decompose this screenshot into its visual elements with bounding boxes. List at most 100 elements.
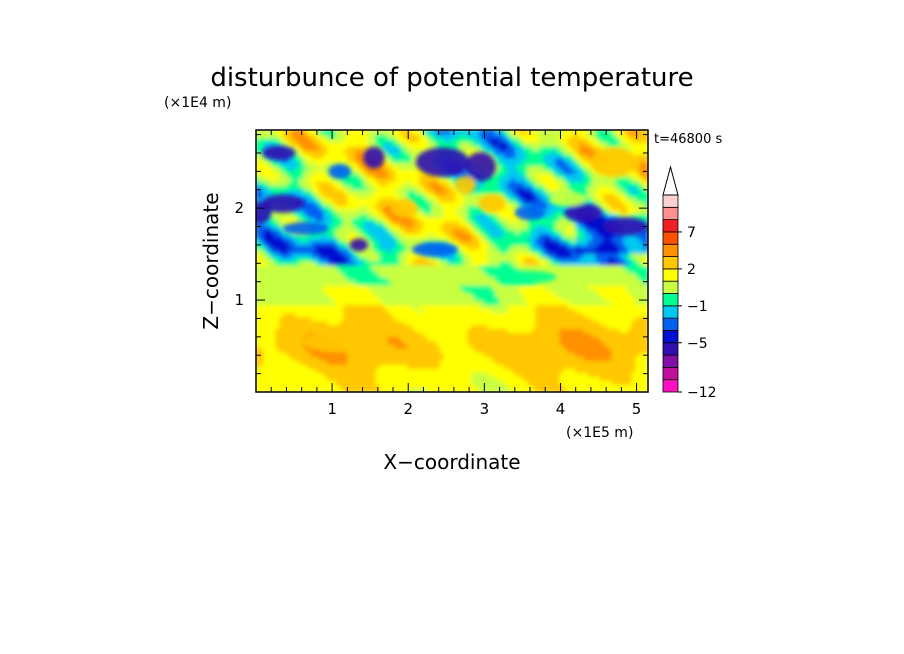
field-cell [547,268,553,274]
field-cell [399,228,405,234]
field-cell [399,188,405,195]
field-cell [547,212,553,218]
field-cell [407,339,413,345]
field-cell [419,196,425,203]
field-cell [259,387,265,392]
field-cell [515,228,521,234]
field-cell [311,315,317,322]
field-cell [463,355,469,361]
field-cell [511,300,517,306]
field-cell [339,149,345,155]
field-cell [535,188,541,195]
field-cell [271,371,277,377]
field-cell [275,351,281,357]
field-cell [399,319,405,326]
field-cell [279,379,285,385]
field-cell [347,200,353,207]
field-cell [319,327,325,334]
field-cell [339,220,345,226]
field-cell [295,363,301,369]
field-cell [259,268,265,274]
field-cell [303,240,309,246]
field-cell [467,232,473,238]
field-cell [527,161,533,167]
field-cell [311,319,317,326]
field-cell [303,133,309,139]
field-cell [551,165,557,171]
field-cell [431,379,437,385]
field-cell [423,141,429,147]
field-cell [311,367,317,373]
field-cell [499,181,505,187]
field-cell [263,319,269,326]
field-cell [263,351,269,357]
field-cell [299,173,305,179]
field-cell [391,228,397,234]
field-cell [543,264,549,270]
field-cell [419,355,425,361]
field-cell [315,383,321,389]
field-cell [507,260,513,266]
field-cell [459,272,465,278]
field-cell [535,327,541,334]
field-cell [483,260,489,266]
field-cell [387,248,393,254]
field-cell [515,165,521,171]
field-cell [391,149,397,155]
field-cell [555,379,561,385]
field-cell [375,276,381,282]
field-cell [399,347,405,353]
field-cell [555,351,561,357]
field-cell [471,383,477,389]
field-cell [419,204,425,210]
field-cell [555,292,561,298]
field-cell [435,315,441,322]
field-cell [451,212,457,218]
field-cell [399,272,405,278]
field-cell [391,244,397,250]
field-cell [315,161,321,167]
field-cell [507,141,513,147]
field-cell [363,347,369,353]
field-cell [503,216,509,222]
field-cell [383,276,389,282]
field-cell [323,177,329,183]
field-cell [447,200,453,207]
field-cell [267,141,273,147]
field-cell [267,169,273,175]
field-cell [539,240,545,246]
field-cell [523,355,529,361]
field-cell [275,315,281,322]
field-cell [547,359,553,365]
field-cell [371,319,377,326]
field-cell [451,137,457,143]
field-cell [323,165,329,171]
field-cell [303,304,309,310]
field-cell [519,184,525,191]
field-cell [399,149,405,155]
field-cell [495,347,501,353]
field-cell [263,284,269,290]
field-cell [443,268,449,274]
field-cell [431,312,437,318]
field-cell [435,232,441,238]
field-cell [535,192,541,199]
field-cell [419,145,425,151]
field-cell [323,161,329,167]
field-cell [367,141,373,147]
field-cell [423,323,429,330]
field-cell [355,363,361,369]
field-cell [451,284,457,290]
field-cell [363,133,369,139]
field-cell [351,351,357,357]
field-cell [455,280,461,286]
field-cell [507,292,513,298]
field-cell [291,165,297,171]
field-cell [463,252,469,258]
field-cell [319,149,325,155]
field-cell [327,319,333,326]
field-cell [359,387,365,392]
field-cell [383,200,389,207]
field-cell [459,236,465,242]
field-cell [383,387,389,392]
